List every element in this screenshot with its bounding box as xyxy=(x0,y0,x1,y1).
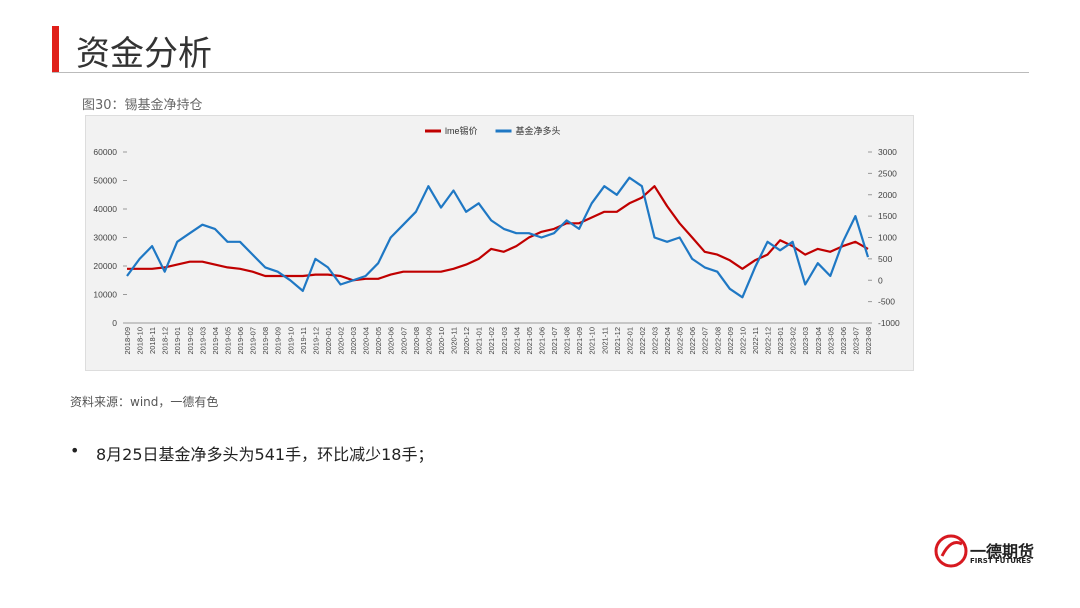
x-tick-label: 2021-08 xyxy=(563,327,572,355)
title-bar xyxy=(52,26,59,72)
x-tick-label: 2021-10 xyxy=(588,327,597,355)
x-tick-label: 2018-09 xyxy=(123,327,132,355)
x-tick-label: 2019-06 xyxy=(236,327,245,355)
x-tick-label: 2023-02 xyxy=(789,327,798,355)
chart: 0100002000030000400005000060000-1000-500… xyxy=(85,115,914,371)
chart-frame xyxy=(85,115,914,371)
x-tick-label: 2019-05 xyxy=(223,327,232,355)
x-tick-label: 2019-08 xyxy=(261,327,270,355)
x-tick-label: 2022-05 xyxy=(676,327,685,355)
x-tick-label: 2021-06 xyxy=(537,327,546,355)
bullet-dot: • xyxy=(70,441,80,460)
x-tick-label: 2022-08 xyxy=(713,327,722,355)
x-tick-label: 2020-02 xyxy=(337,327,346,355)
x-tick-label: 2021-04 xyxy=(512,327,521,355)
x-tick-label: 2023-01 xyxy=(776,327,785,355)
y-tick-label: 50000 xyxy=(93,176,117,186)
x-tick-label: 2020-08 xyxy=(412,327,421,355)
y2-tick-label: -1000 xyxy=(878,318,900,328)
legend-label: 基金净多头 xyxy=(516,125,561,136)
bullet-text: 8月25日基金净多头为541手，环比减少18手； xyxy=(96,445,434,464)
x-tick-label: 2022-07 xyxy=(701,327,710,355)
x-tick-label: 2021-07 xyxy=(550,327,559,355)
x-tick-label: 2020-04 xyxy=(362,327,371,355)
x-tick-label: 2022-06 xyxy=(688,327,697,355)
y2-tick-label: -500 xyxy=(878,297,895,307)
series-line xyxy=(127,185,869,282)
y2-tick-label: 1500 xyxy=(878,211,897,221)
y-tick-label: 10000 xyxy=(93,290,117,300)
y-tick-label: 40000 xyxy=(93,204,117,214)
x-tick-label: 2022-12 xyxy=(764,327,773,355)
legend-label: lme锡价 xyxy=(445,126,478,136)
x-tick-label: 2021-11 xyxy=(600,327,609,354)
y2-tick-label: 3000 xyxy=(878,147,897,157)
x-tick-label: 2021-01 xyxy=(475,327,484,355)
x-tick-label: 2020-06 xyxy=(387,327,396,355)
x-tick-label: 2023-07 xyxy=(851,327,860,355)
x-tick-label: 2021-02 xyxy=(487,327,496,355)
x-tick-label: 2020-05 xyxy=(374,327,383,355)
x-tick-label: 2019-02 xyxy=(186,327,195,355)
x-tick-label: 2022-11 xyxy=(751,327,760,354)
x-tick-label: 2020-03 xyxy=(349,327,358,355)
divider xyxy=(52,72,1029,73)
x-tick-label: 2021-03 xyxy=(500,327,509,355)
x-tick-label: 2019-12 xyxy=(311,327,320,355)
x-tick-label: 2020-12 xyxy=(462,327,471,355)
x-tick-label: 2022-03 xyxy=(650,327,659,355)
x-tick-label: 2019-01 xyxy=(173,327,182,355)
y-tick-label: 30000 xyxy=(93,233,117,243)
y2-tick-label: 2000 xyxy=(878,190,897,200)
logo-name: 一德期货 xyxy=(970,542,1035,561)
x-tick-label: 2019-04 xyxy=(211,327,220,355)
slide-title: 资金分析 xyxy=(76,34,212,74)
series-line xyxy=(126,176,870,299)
x-tick-label: 2023-05 xyxy=(826,327,835,355)
x-tick-label: 2021-05 xyxy=(525,327,534,355)
x-tick-label: 2022-02 xyxy=(638,327,647,355)
x-tick-label: 2018-11 xyxy=(148,327,157,354)
x-tick-label: 2020-10 xyxy=(437,327,446,355)
y-tick-label: 60000 xyxy=(93,147,117,157)
x-tick-label: 2019-03 xyxy=(198,327,207,355)
x-tick-label: 2022-01 xyxy=(625,327,634,355)
x-tick-label: 2023-04 xyxy=(814,327,823,355)
logo-english: FIRST FUTURES xyxy=(970,557,1032,565)
x-tick-label: 2023-08 xyxy=(864,327,873,355)
y2-tick-label: 500 xyxy=(878,254,892,264)
y2-tick-label: 1000 xyxy=(878,233,897,243)
x-tick-label: 2020-07 xyxy=(399,327,408,355)
logo-icon xyxy=(934,534,968,568)
x-tick-label: 2019-09 xyxy=(274,327,283,355)
x-tick-label: 2018-12 xyxy=(161,327,170,355)
x-tick-label: 2018-10 xyxy=(136,327,145,355)
x-tick-label: 2021-12 xyxy=(613,327,622,355)
chart-caption: 图30：锡基金净持仓 xyxy=(82,98,203,113)
x-tick-label: 2020-11 xyxy=(450,327,459,354)
y-tick-label: 20000 xyxy=(93,261,117,271)
x-tick-label: 2022-10 xyxy=(738,327,747,355)
x-tick-label: 2023-06 xyxy=(839,327,848,355)
x-tick-label: 2019-11 xyxy=(299,327,308,354)
x-tick-label: 2021-09 xyxy=(575,327,584,355)
source: 资料来源：wind，一德有色 xyxy=(70,395,219,409)
x-tick-label: 2020-09 xyxy=(424,327,433,355)
y2-tick-label: 2500 xyxy=(878,168,897,178)
x-tick-label: 2019-10 xyxy=(286,327,295,355)
y2-tick-label: 0 xyxy=(878,275,883,285)
x-tick-label: 2022-04 xyxy=(663,327,672,355)
x-tick-label: 2023-03 xyxy=(801,327,810,355)
x-tick-label: 2020-01 xyxy=(324,327,333,355)
y-tick-label: 0 xyxy=(112,318,117,328)
x-tick-label: 2022-09 xyxy=(726,327,735,355)
x-tick-label: 2019-07 xyxy=(249,327,258,355)
